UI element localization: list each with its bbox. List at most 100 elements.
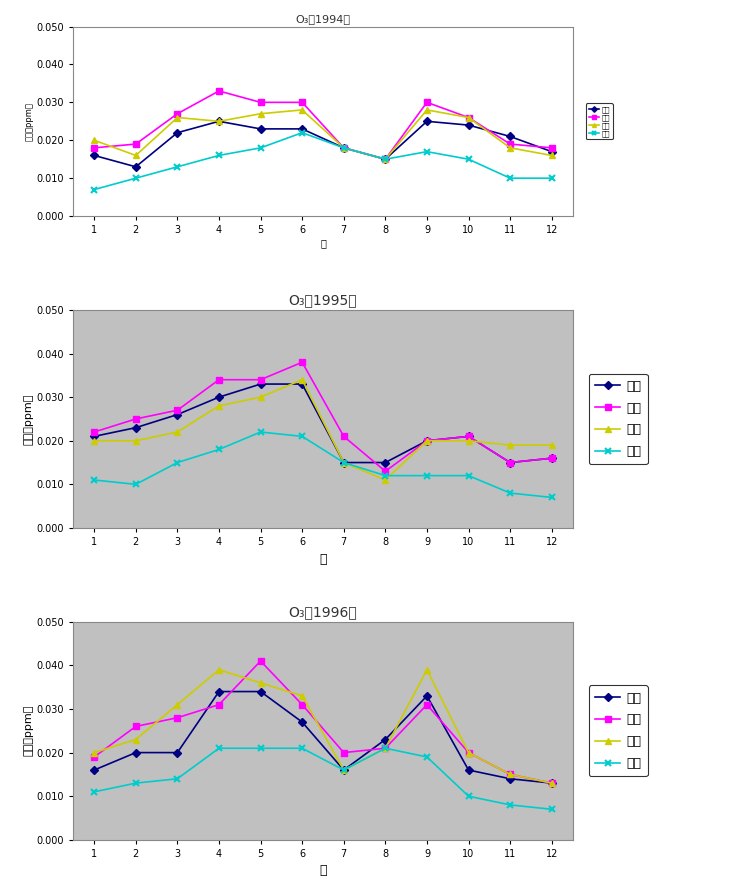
여천 (423, 116, 432, 126)
서울 (381, 743, 390, 753)
광양 (381, 466, 390, 476)
서울 (381, 154, 390, 164)
서울 (173, 162, 182, 172)
광양 (548, 142, 556, 153)
여수 (256, 677, 265, 688)
서울 (339, 457, 348, 468)
서울 (423, 147, 432, 157)
여수 (214, 400, 223, 411)
여수 (131, 150, 140, 161)
서울 (381, 470, 390, 481)
여천 (381, 735, 390, 745)
Line: 서울: 서울 (91, 744, 555, 812)
서울 (298, 431, 307, 442)
서울 (173, 457, 182, 468)
Y-axis label: 농도（ppm）: 농도（ppm） (24, 705, 34, 757)
여천 (423, 436, 432, 446)
여수 (548, 778, 556, 789)
서울 (464, 154, 473, 164)
서울 (214, 150, 223, 161)
여천 (90, 150, 98, 161)
여천 (214, 686, 223, 697)
광양 (90, 427, 98, 438)
여수 (506, 440, 515, 451)
여수 (423, 665, 432, 675)
광양 (339, 142, 348, 153)
광양 (131, 139, 140, 149)
광양 (298, 357, 307, 368)
광양 (173, 109, 182, 119)
광양 (90, 142, 98, 153)
Title: O₃（1995）: O₃（1995） (288, 293, 357, 308)
여수 (214, 116, 223, 126)
서울 (506, 488, 515, 499)
광양 (381, 154, 390, 164)
광양 (423, 97, 432, 108)
광양 (90, 751, 98, 762)
여수 (423, 104, 432, 115)
여수 (423, 436, 432, 446)
광양 (381, 743, 390, 753)
여수 (464, 747, 473, 758)
서울 (339, 765, 348, 775)
여천 (298, 124, 307, 134)
여천 (506, 457, 515, 468)
Line: 광양: 광양 (92, 360, 554, 474)
광양 (214, 86, 223, 96)
여천 (256, 378, 265, 389)
Line: 여천: 여천 (92, 381, 554, 465)
서울 (548, 173, 556, 184)
여수 (214, 665, 223, 675)
여천 (131, 162, 140, 172)
여천 (298, 717, 307, 728)
여수 (173, 427, 182, 438)
여천 (506, 774, 515, 784)
광양 (506, 457, 515, 468)
여천 (423, 690, 432, 701)
서울 (90, 787, 98, 797)
여천 (173, 409, 182, 420)
Line: 서울: 서울 (91, 129, 555, 193)
여수 (173, 699, 182, 710)
광양 (548, 778, 556, 789)
광양 (423, 699, 432, 710)
여천 (464, 120, 473, 131)
여수 (131, 436, 140, 446)
서울 (298, 127, 307, 138)
여천 (131, 747, 140, 758)
광양 (131, 721, 140, 732)
여천 (464, 765, 473, 775)
Y-axis label: 농도（ppm）: 농도（ppm） (25, 102, 34, 141)
Legend: 여천, 광양, 여수, 서울: 여천, 광양, 여수, 서울 (586, 103, 613, 140)
광양 (506, 769, 515, 780)
Line: 광양: 광양 (92, 659, 554, 786)
여수 (298, 104, 307, 115)
광양 (214, 699, 223, 710)
Y-axis label: 농도（ppm）: 농도（ppm） (24, 393, 34, 445)
서울 (131, 173, 140, 184)
여수 (464, 436, 473, 446)
광양 (506, 139, 515, 149)
여수 (381, 154, 390, 164)
Line: 여천: 여천 (92, 118, 554, 170)
서울 (423, 751, 432, 762)
여수 (548, 440, 556, 451)
여천 (173, 127, 182, 138)
서울 (548, 804, 556, 814)
서울 (131, 778, 140, 789)
광양 (464, 747, 473, 758)
광양 (214, 375, 223, 385)
여수 (339, 765, 348, 775)
여수 (298, 690, 307, 701)
X-axis label: 월: 월 (319, 865, 327, 878)
서울 (464, 470, 473, 481)
서울 (214, 743, 223, 753)
여천 (548, 778, 556, 789)
여천 (381, 457, 390, 468)
여천 (214, 392, 223, 402)
여수 (90, 135, 98, 146)
서울 (506, 173, 515, 184)
여수 (90, 747, 98, 758)
여천 (298, 378, 307, 389)
여수 (381, 475, 390, 485)
